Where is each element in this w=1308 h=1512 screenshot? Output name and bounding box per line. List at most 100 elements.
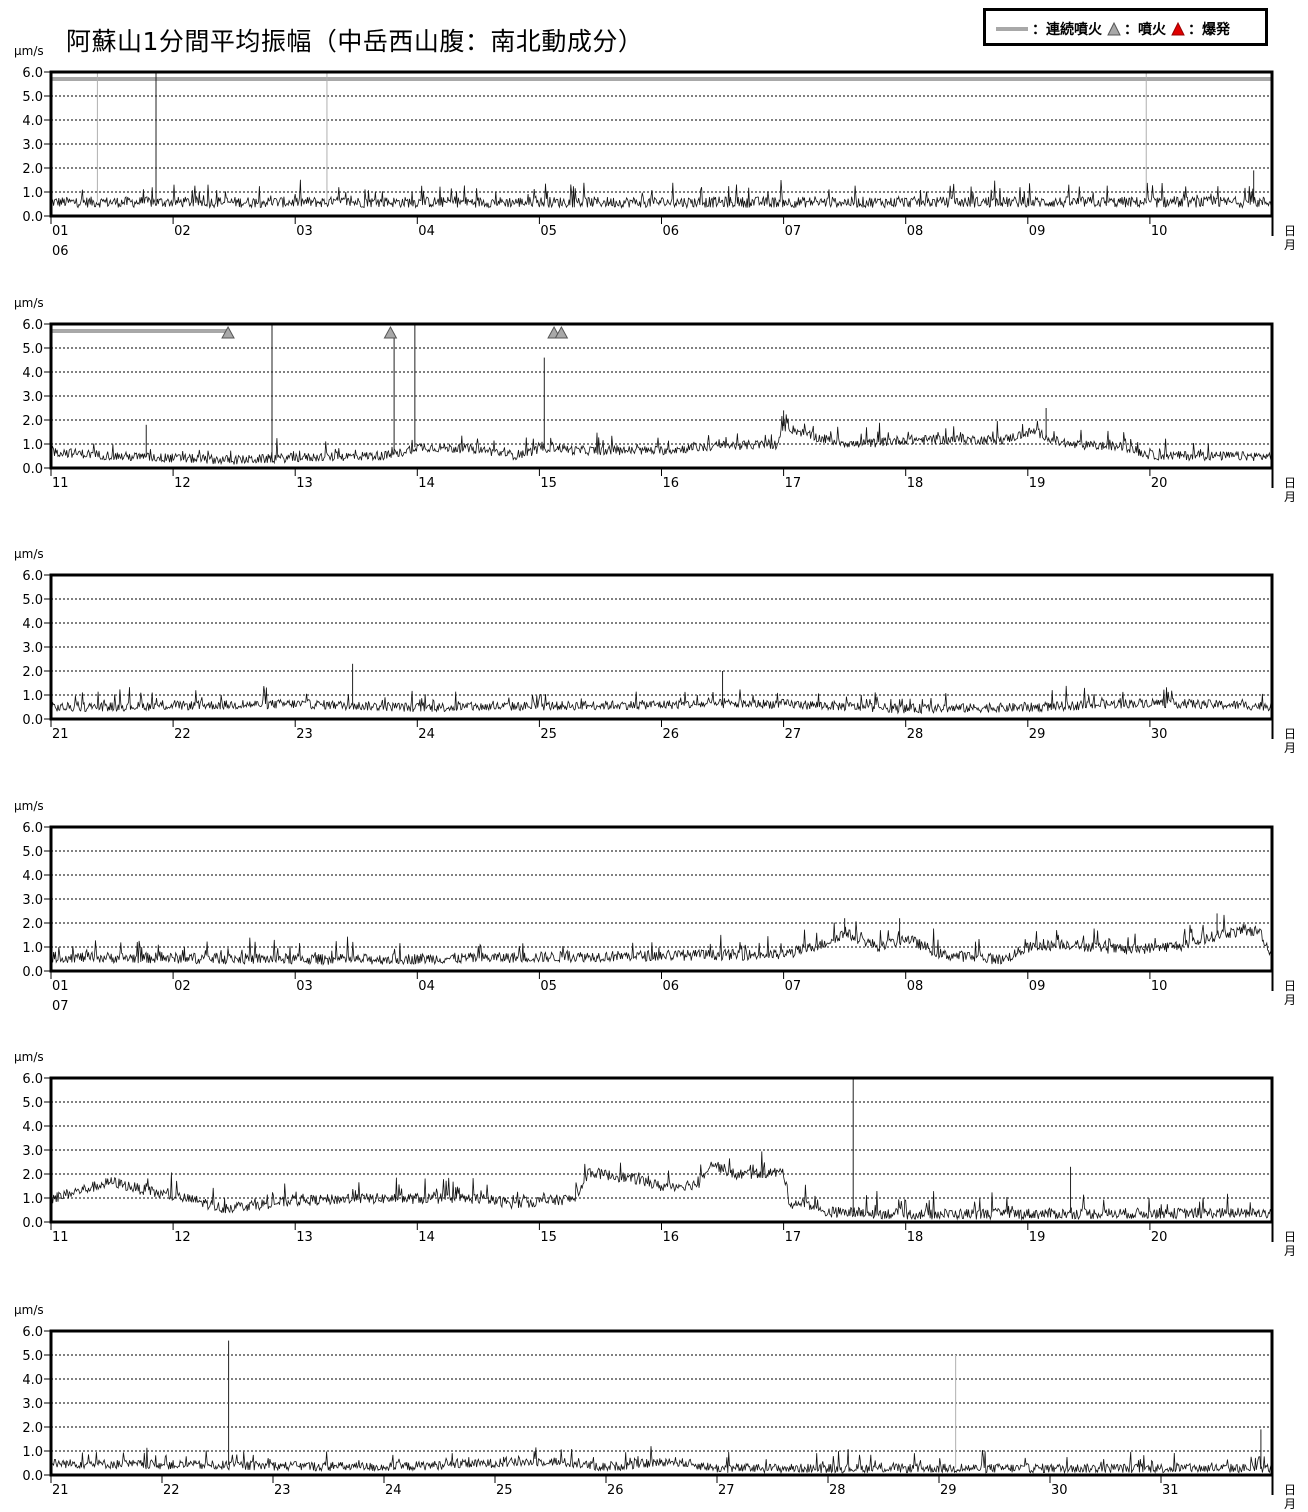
y-unit-label: μm/s [14,799,44,813]
x-tick-label: 26 [607,1483,624,1498]
x-tick-label: 08 [907,979,924,994]
x-tick-label: 19 [1029,476,1046,491]
x-tick-label: 01 [52,979,69,994]
y-tick-label: 2.0 [22,917,43,932]
x-unit-month: 月 [1284,993,1296,1007]
y-tick-label: 1.0 [22,1192,43,1207]
x-unit-month: 月 [1284,490,1296,504]
x-tick-label: 29 [1029,727,1046,742]
x-tick-label: 27 [718,1483,735,1498]
y-tick-label: 2.0 [22,665,43,680]
x-tick-label: 19 [1029,1230,1046,1245]
y-tick-label: 4.0 [22,366,43,381]
x-tick-label: 11 [52,476,69,491]
chart-panel-4: μm/s 6.0 5.0 4.0 3.0 2.0 1.0 0.0 01 07 02 03 04 05 06 0… [14,799,1296,1014]
x-tick-label: 09 [1029,979,1046,994]
y-unit-label: μm/s [14,547,44,561]
plot-frame [49,1329,1274,1477]
plot-frame [49,1076,1274,1224]
amplitude-trace [50,914,1273,966]
chart-panel-5: μm/s 6.0 5.0 4.0 3.0 2.0 1.0 0.0 11 12 13 14 15 16 17 1… [14,1050,1296,1258]
y-tick-label: 4.0 [22,114,43,129]
eruption-marker [221,325,235,339]
plot-frame [49,573,1274,721]
chart-title: 阿蘇山1分間平均振幅（中岳西山腹：南北動成分） [66,27,644,56]
amplitude-trace [50,685,1273,715]
x-tick-label: 24 [418,727,435,742]
y-tick-label: 3.0 [22,390,43,405]
x-tick-label: 26 [663,727,680,742]
amplitude-trace [50,414,1273,466]
y-tick-label: 1.0 [22,689,43,704]
x-tick-label: 25 [496,1483,513,1498]
x-tick-label: 10 [1151,224,1168,239]
y-tick-label: 0.0 [22,210,43,225]
x-tick-label: 15 [540,1230,557,1245]
y-tick-label: 6.0 [22,66,43,81]
x-tick-label: 10 [1151,979,1168,994]
chart-panel-2: μm/s 6.0 5.0 4.0 3.0 2.0 1.0 0.0 11 12 13 14 15 16 17 1… [14,296,1296,504]
x-tick-label: 05 [540,979,557,994]
legend: ：連続噴火 ：噴火 ：爆発 [983,8,1268,46]
x-tick-label: 03 [296,979,313,994]
x-tick-label: 21 [52,727,69,742]
y-unit-label: μm/s [14,1303,44,1317]
y-tick-label: 4.0 [22,1373,43,1388]
eruption-marker [383,325,398,339]
y-tick-label: 6.0 [22,569,43,584]
y-tick-label: 1.0 [22,186,43,201]
y-tick-label: 5.0 [22,593,43,608]
y-tick-label: 3.0 [22,641,43,656]
y-tick-label: 6.0 [22,318,43,333]
y-unit-label: μm/s [14,44,44,58]
x-tick-label: 01 [52,224,69,239]
y-tick-label: 2.0 [22,414,43,429]
x-tick-label: 09 [1029,224,1046,239]
x-unit-day: 日 [1284,476,1296,490]
y-tick-label: 0.0 [22,1216,43,1231]
plot-frame [49,322,1274,470]
plot-frame [49,70,1274,218]
x-tick-label: 14 [418,476,435,491]
x-tick-label: 20 [1151,476,1168,491]
x-tick-label: 27 [785,727,802,742]
x-tick-label: 22 [163,1483,180,1498]
x-unit-month: 月 [1284,1244,1296,1258]
y-tick-label: 5.0 [22,90,43,105]
explosion-icon [1171,22,1185,36]
y-tick-label: 0.0 [22,462,43,477]
x-unit-day: 日 [1284,1483,1296,1497]
amplitude-trace [50,1151,1273,1221]
y-tick-label: 5.0 [22,1096,43,1111]
x-tick-label: 04 [418,224,435,239]
x-tick-label: 07 [785,979,802,994]
y-tick-label: 0.0 [22,1469,43,1484]
y-tick-label: 1.0 [22,941,43,956]
x-tick-label: 22 [174,727,191,742]
x-tick-label: 30 [1051,1483,1068,1498]
x-tick-label: 03 [296,224,313,239]
x-tick-label: 17 [785,1230,802,1245]
chart-panel-3: μm/s 6.0 5.0 4.0 3.0 2.0 1.0 0.0 21 22 23 24 25 26 27 2… [14,547,1296,755]
y-tick-label: 4.0 [22,1120,43,1135]
x-tick-label: 16 [663,1230,680,1245]
y-tick-label: 5.0 [22,1349,43,1364]
x-tick-label: 30 [1151,727,1168,742]
x-tick-label: 25 [540,727,557,742]
y-tick-label: 1.0 [22,438,43,453]
x-tick-label: 12 [174,1230,191,1245]
y-tick-label: 2.0 [22,162,43,177]
x-tick-label: 14 [418,1230,435,1245]
x-tick-label: 15 [540,476,557,491]
x-tick-label: 04 [418,979,435,994]
x-unit-day: 日 [1284,979,1296,993]
legend-explosion-label: ：爆発 [1188,22,1230,38]
x-tick-label: 28 [907,727,924,742]
continuous-eruption-swatch [996,27,1028,31]
x-tick-month-label: 06 [52,244,69,259]
eruption-icon [1107,22,1121,36]
x-tick-label: 05 [540,224,557,239]
x-tick-label: 16 [663,476,680,491]
x-tick-label: 11 [52,1230,69,1245]
